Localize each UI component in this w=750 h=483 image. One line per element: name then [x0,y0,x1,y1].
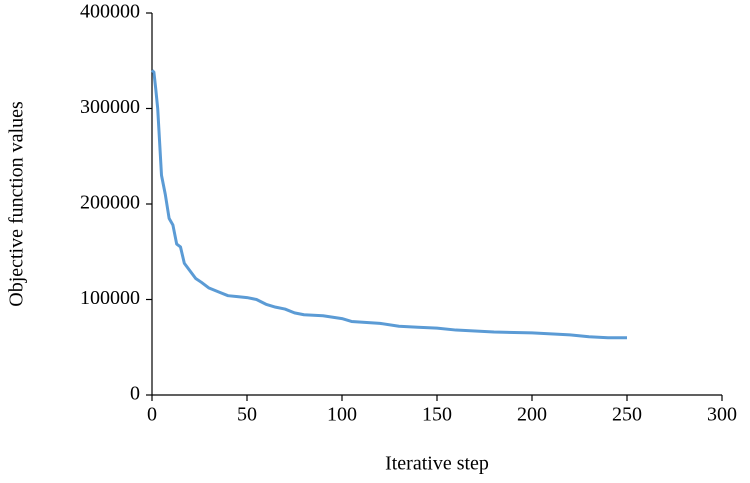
x-tick-label: 50 [237,404,257,426]
y-tick-label: 300000 [80,96,140,118]
x-tick-label: 200 [517,404,547,426]
y-tick-label: 100000 [80,287,140,309]
x-tick-label: 250 [612,404,642,426]
x-axis-label: Iterative step [385,453,489,475]
y-tick-label: 200000 [80,192,140,214]
y-tick-label: 0 [130,383,140,405]
x-tick-label: 300 [707,404,737,426]
x-tick-label: 0 [147,404,157,426]
x-tick-label: 100 [327,404,357,426]
x-tick-label: 150 [422,404,452,426]
data-line [150,69,627,340]
y-axis-label: Objective function values [6,101,28,307]
y-tick-label: 400000 [80,1,140,23]
